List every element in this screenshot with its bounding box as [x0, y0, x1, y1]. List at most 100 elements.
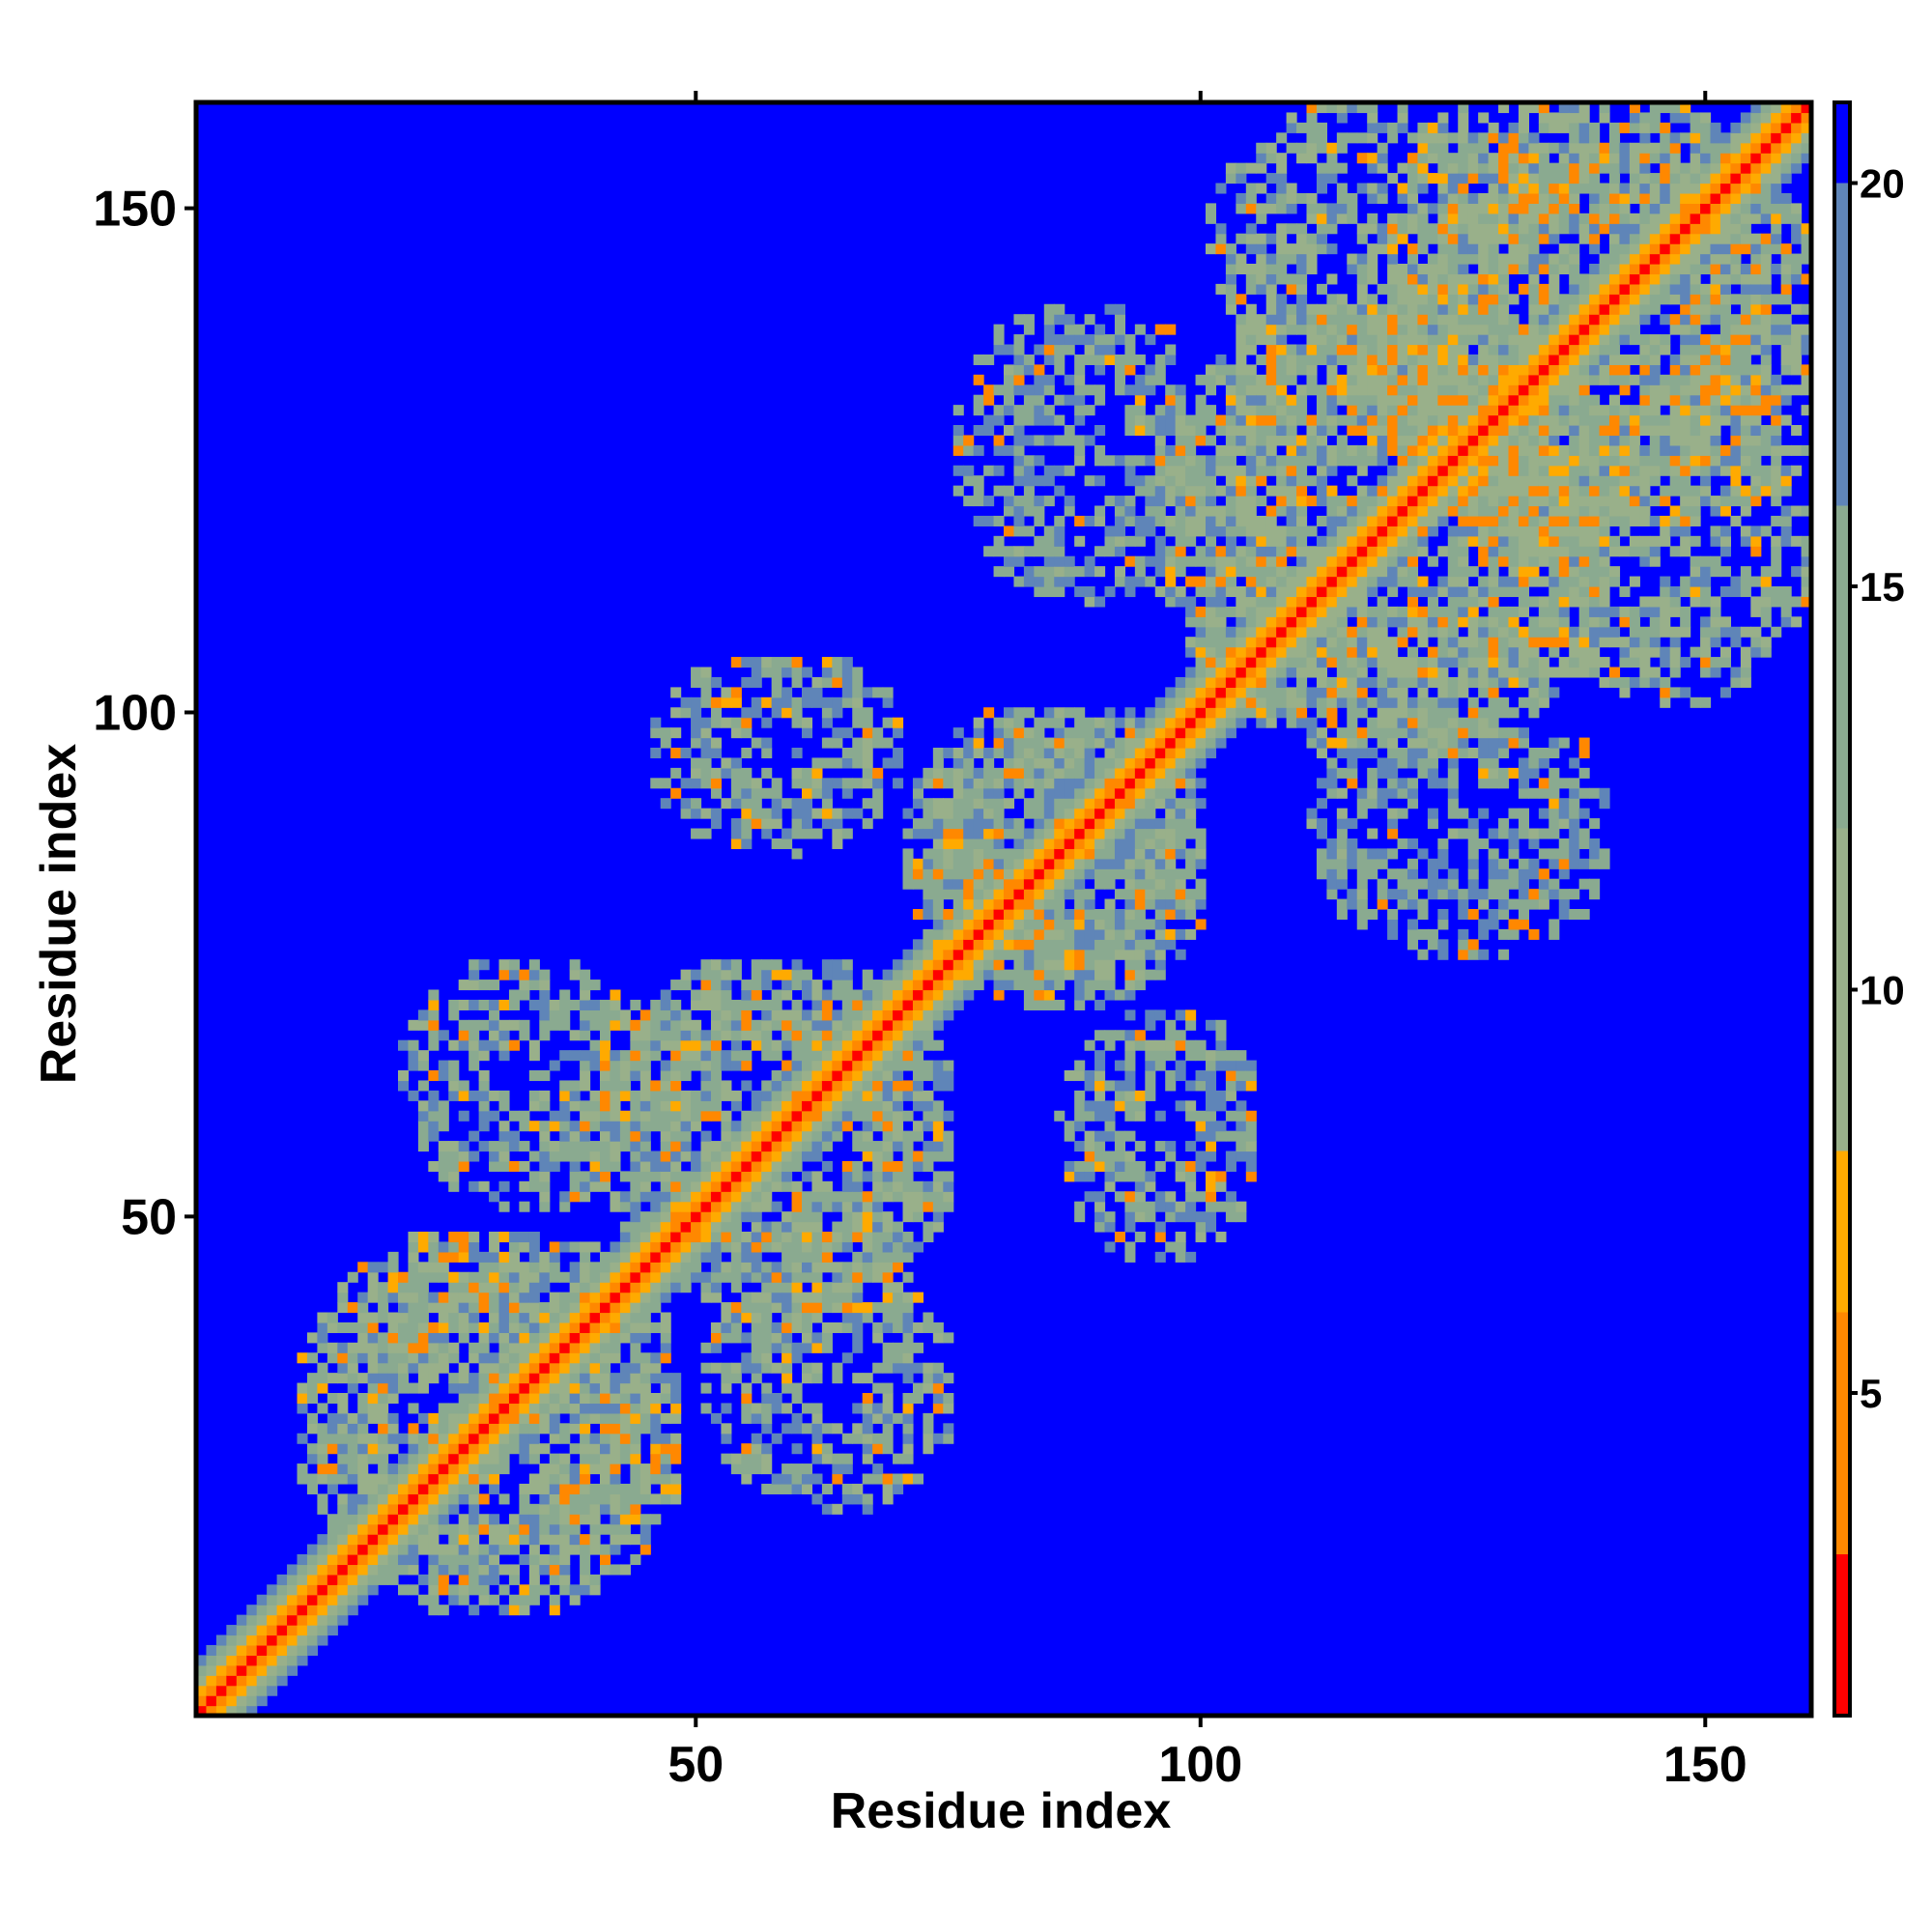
heatmap-cell	[882, 1271, 894, 1283]
heatmap-cell	[236, 1614, 247, 1626]
heatmap-cell	[337, 1614, 349, 1626]
heatmap-cell	[832, 1110, 843, 1122]
heatmap-cell	[600, 1171, 611, 1182]
heatmap-cell	[952, 798, 964, 830]
heatmap-cell	[1245, 1141, 1257, 1152]
heatmap-cell	[741, 1262, 753, 1273]
heatmap-cell	[630, 1019, 641, 1031]
heatmap-cell	[1306, 657, 1318, 678]
heatmap-cell	[841, 1070, 853, 1082]
heatmap-cell	[1316, 696, 1327, 719]
heatmap-cell	[367, 1473, 379, 1494]
heatmap-cell	[952, 949, 964, 960]
heatmap-cell	[650, 1241, 662, 1253]
heatmap-cell	[1417, 505, 1429, 517]
heatmap-cell	[1245, 707, 1257, 719]
heatmap-cell	[357, 1584, 369, 1596]
heatmap-cell	[417, 1503, 429, 1515]
heatmap-cell	[1347, 657, 1358, 668]
heatmap-cell	[1306, 203, 1318, 214]
heatmap-cell	[438, 1433, 449, 1444]
heatmap-cell	[1175, 928, 1186, 940]
heatmap-cell	[700, 1100, 712, 1112]
heatmap-cell	[791, 1312, 803, 1333]
heatmap-cell	[802, 1030, 813, 1071]
heatmap-cell	[1225, 1090, 1236, 1101]
heatmap-cell	[1467, 858, 1479, 869]
heatmap-cell	[580, 1362, 591, 1374]
heatmap-cell	[811, 1080, 823, 1092]
heatmap-cell	[1043, 868, 1055, 880]
heatmap-cell	[569, 1262, 581, 1283]
heatmap-cell	[710, 1282, 722, 1293]
heatmap-cell	[1004, 425, 1015, 437]
heatmap-cell	[619, 1201, 631, 1212]
heatmap-cell	[387, 1493, 399, 1505]
heatmap-cell	[569, 1362, 581, 1374]
heatmap-cell	[1326, 606, 1338, 628]
heatmap-cell	[1185, 737, 1197, 749]
heatmap-cell	[1043, 898, 1055, 910]
heatmap-cell	[417, 1412, 429, 1424]
heatmap-cell	[489, 1141, 500, 1152]
heatmap-cell	[519, 1141, 530, 1152]
heatmap-cell	[508, 1130, 520, 1152]
heatmap-cell	[912, 1030, 923, 1041]
heatmap-cell	[983, 928, 995, 940]
heatmap-cell	[1498, 858, 1510, 869]
heatmap-cell	[1447, 203, 1459, 214]
heatmap-cell	[1276, 586, 1288, 608]
heatmap-cell	[670, 1403, 682, 1414]
heatmap-cell	[983, 515, 995, 526]
heatmap-cell	[1458, 374, 1469, 396]
heatmap-cell	[1195, 626, 1207, 638]
heatmap-cell	[791, 1070, 803, 1082]
heatmap-cell	[761, 1382, 773, 1394]
heatmap-cell	[993, 858, 1005, 869]
heatmap-cell	[1104, 767, 1116, 779]
heatmap-cell	[1407, 778, 1419, 789]
heatmap-cell	[478, 1523, 490, 1535]
heatmap-cell	[973, 939, 984, 951]
heatmap-cell	[610, 1544, 621, 1555]
heatmap-cell	[357, 1352, 369, 1364]
heatmap-cell	[1054, 737, 1065, 749]
heatmap-cell	[923, 1382, 934, 1394]
heatmap-cell	[528, 1382, 540, 1394]
heatmap-cell	[761, 748, 773, 759]
heatmap-cell	[1528, 273, 1540, 285]
heatmap-cell	[802, 1271, 813, 1283]
heatmap-cell	[1004, 364, 1015, 376]
heatmap-cell	[1488, 334, 1499, 346]
heatmap-cell	[1245, 535, 1257, 547]
heatmap-cell	[983, 354, 995, 365]
heatmap-cell	[428, 1463, 440, 1475]
heatmap-cell	[802, 1302, 813, 1314]
heatmap-cell	[660, 1201, 671, 1212]
heatmap-cell	[862, 989, 873, 1001]
heatmap-cell	[600, 1321, 611, 1333]
heatmap-cell	[438, 1453, 449, 1464]
heatmap-cell	[317, 1594, 328, 1605]
heatmap-cell	[246, 1644, 258, 1656]
heatmap-cell	[1347, 444, 1358, 456]
heatmap-cell	[226, 1664, 238, 1676]
heatmap-cell	[297, 1574, 308, 1585]
heatmap-cell	[367, 1493, 379, 1505]
heatmap-cell	[1427, 667, 1438, 678]
heatmap-cell	[1286, 354, 1297, 376]
heatmap-cell	[882, 1473, 894, 1485]
heatmap-cell	[1134, 909, 1146, 930]
heatmap-cell	[1488, 213, 1499, 224]
heatmap-cell	[1265, 676, 1277, 719]
heatmap-cell	[236, 1705, 247, 1717]
heatmap-cell	[1084, 1151, 1095, 1162]
heatmap-cell	[660, 1332, 671, 1344]
heatmap-cell	[841, 959, 853, 971]
heatmap-cell	[1336, 435, 1348, 467]
heatmap-cell	[872, 1201, 884, 1212]
heatmap-cell	[923, 1151, 934, 1172]
heatmap-cell	[589, 1110, 601, 1122]
heatmap-cell	[1387, 414, 1399, 456]
heatmap-cell	[1154, 717, 1166, 728]
